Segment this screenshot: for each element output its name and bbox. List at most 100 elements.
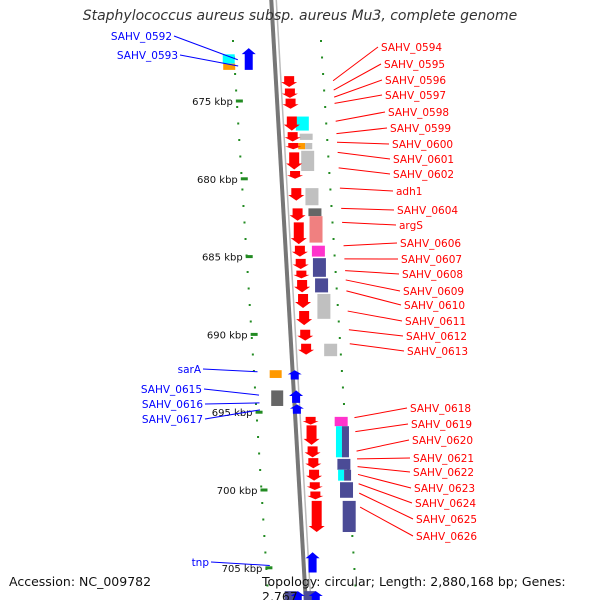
forward-gene-label[interactable]: SAHV_0602	[393, 169, 454, 181]
forward-gene-label[interactable]: SAHV_0600	[392, 139, 453, 151]
guide-dot	[252, 370, 255, 372]
forward-gene-label[interactable]: SAHV_0604	[397, 205, 458, 217]
forward-gene-label[interactable]: SAHV_0612	[406, 331, 467, 343]
guide-dot	[336, 304, 339, 306]
forward-gene-leader	[341, 207, 395, 211]
forward-gene-leader	[343, 242, 398, 247]
reverse-gene-label[interactable]: SAHV_0616	[142, 399, 203, 411]
forward-gene-arrow	[295, 293, 312, 308]
reverse-gene-label[interactable]: SAHV_0592	[111, 31, 172, 43]
feature-box	[340, 482, 354, 498]
forward-gene-label[interactable]: SAHV_0623	[414, 483, 475, 495]
forward-gene-label[interactable]: SAHV_0609	[403, 286, 464, 298]
reverse-gene-leader	[173, 35, 238, 61]
guide-dot	[333, 254, 336, 257]
guide-dot	[332, 238, 335, 240]
forward-gene-leader	[333, 63, 382, 91]
guide-dot	[260, 485, 263, 488]
reverse-gene-label[interactable]: SAHV_0617	[142, 414, 203, 426]
forward-gene-arrow	[294, 279, 311, 293]
feature-box	[309, 216, 323, 243]
forward-gene-label[interactable]: SAHV_0594	[381, 42, 442, 54]
forward-gene-label[interactable]: SAHV_0610	[404, 300, 465, 312]
forward-gene-leader	[337, 151, 391, 160]
forward-gene-arrow	[296, 311, 313, 326]
forward-gene-leader	[356, 439, 410, 452]
forward-gene-label[interactable]: SAHV_0626	[416, 531, 477, 543]
kbp-tick	[240, 177, 248, 181]
forward-gene-leader	[354, 407, 408, 419]
forward-gene-label[interactable]: SAHV_0596	[385, 75, 446, 87]
guide-dot	[263, 535, 266, 537]
forward-gene-label[interactable]: SAHV_0608	[402, 269, 463, 281]
reverse-gene-leader	[203, 388, 260, 396]
forward-gene-label[interactable]: SAHV_0601	[393, 154, 454, 166]
feature-box	[284, 591, 297, 600]
forward-gene-arrow	[282, 98, 299, 109]
forward-gene-arrow	[287, 171, 304, 179]
forward-gene-label[interactable]: SAHV_0625	[416, 514, 477, 526]
forward-gene-label[interactable]: SAHV_0611	[405, 316, 466, 328]
feature-box	[337, 458, 351, 470]
forward-gene-arrow	[283, 116, 300, 131]
forward-gene-label[interactable]: SAHV_0618	[410, 403, 471, 415]
forward-gene-label[interactable]: SAHV_0620	[412, 435, 473, 447]
reverse-gene-label[interactable]: sarA	[178, 364, 202, 376]
forward-gene-arrow	[304, 446, 321, 458]
feature-box	[305, 188, 319, 206]
guide-dot	[325, 122, 328, 125]
guide-dot	[322, 73, 325, 75]
forward-gene-label[interactable]: SAHV_0598	[388, 107, 449, 119]
forward-gene-label[interactable]: SAHV_0597	[385, 90, 446, 102]
feature-box	[298, 143, 306, 150]
guide-dot	[320, 40, 322, 42]
reverse-gene-label[interactable]: tnp	[192, 557, 210, 569]
gene-arrows	[241, 48, 325, 600]
feature-box	[222, 54, 235, 64]
guide-dot	[235, 89, 238, 92]
feature-boxes	[222, 54, 356, 600]
kbp-label: 680 kbp	[197, 175, 238, 186]
reverse-gene-label[interactable]: SAHV_0593	[117, 50, 178, 62]
forward-gene-leader	[346, 290, 402, 306]
forward-gene-arrow	[305, 458, 322, 469]
guide-dot	[257, 436, 260, 438]
forward-gene-label[interactable]: adh1	[396, 186, 422, 198]
forward-gene-label[interactable]: SAHV_0595	[384, 59, 445, 71]
forward-gene-label[interactable]: SAHV_0613	[407, 346, 468, 358]
guide-dot	[238, 139, 241, 141]
reverse-gene-label[interactable]: SAHV_0615	[141, 384, 202, 396]
forward-gene-arrow	[289, 208, 306, 221]
forward-gene-label[interactable]: SAHV_0621	[413, 453, 474, 465]
reverse-gene-leader	[210, 561, 270, 566]
guide-dot	[264, 551, 267, 554]
reverse-gene-arrow	[305, 552, 320, 573]
guide-dot	[247, 287, 250, 290]
guide-dot	[342, 403, 345, 405]
forward-gene-label[interactable]: SAHV_0607	[401, 254, 462, 266]
forward-gene-leader	[347, 310, 403, 322]
guide-dot	[338, 337, 341, 339]
feature-box	[317, 293, 331, 319]
forward-gene-label[interactable]: argS	[399, 220, 423, 232]
feature-box	[311, 245, 325, 257]
reverse-gene-leader	[179, 54, 239, 67]
forward-gene-label[interactable]: SAHV_0622	[413, 467, 474, 479]
guide-dot	[249, 320, 252, 323]
feature-box	[338, 469, 345, 481]
forward-gene-arrow	[292, 258, 309, 270]
feature-box	[305, 143, 313, 150]
forward-gene-leader	[345, 270, 400, 275]
forward-gene-label[interactable]: SAHV_0606	[400, 238, 461, 250]
guide-dot	[329, 188, 332, 191]
guide-dot	[330, 205, 333, 207]
guide-dot	[341, 386, 344, 389]
forward-gene-label[interactable]: SAHV_0624	[415, 498, 476, 510]
feature-box	[315, 278, 329, 293]
guide-dot	[337, 320, 340, 323]
feature-box	[271, 390, 284, 406]
forward-gene-label[interactable]: SAHV_0599	[390, 123, 451, 135]
forward-gene-label[interactable]: SAHV_0619	[411, 419, 472, 431]
